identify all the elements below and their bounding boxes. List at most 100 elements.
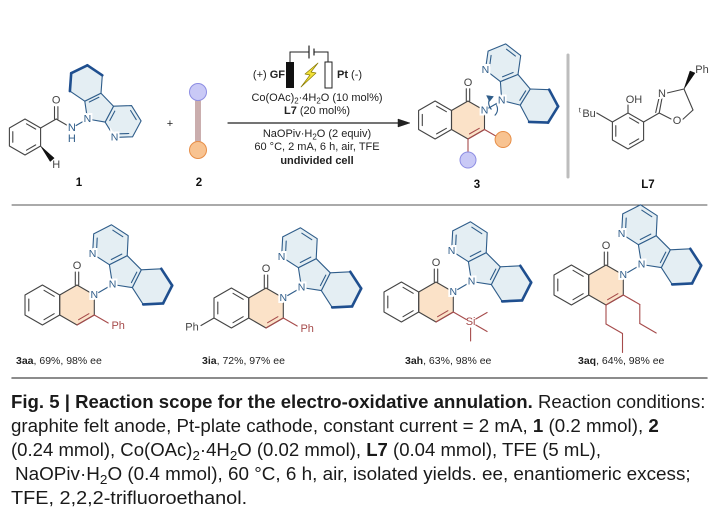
bold-bond: [141, 302, 165, 306]
nitrogen-atom: N: [111, 131, 119, 143]
nitrogen-atom: N: [468, 276, 476, 288]
caption-line: Fig. 5 | Reaction scope for the electro-…: [11, 391, 705, 413]
c3-c4-bond: [467, 128, 486, 140]
text-segment: O (0.02 mmol),: [237, 440, 367, 460]
text-segment: undivided cell: [280, 155, 354, 167]
substituent-orange-circle: [494, 131, 512, 149]
bond: [666, 88, 685, 94]
nitrogen-atom: N: [280, 292, 288, 304]
n-n-bond: [75, 120, 85, 127]
pyridone-ring: [248, 287, 284, 329]
cathode-electrode: [324, 61, 333, 89]
double-bond-line: [109, 110, 116, 122]
pyridone-ring: [418, 281, 454, 323]
bold-bond: [520, 281, 533, 302]
condition-ligand: L7 (20 mol%): [207, 105, 427, 118]
anode-label: (+) GF: [253, 69, 285, 82]
double-bond-line: [455, 234, 457, 248]
n-n-bond: [287, 288, 299, 297]
text-segment: (0.2 mmol),: [543, 416, 649, 436]
text-segment: 2: [99, 471, 108, 487]
double-bond-line: [96, 237, 98, 251]
product-id: 3aa: [16, 355, 34, 367]
condition-catalyst: Co(OAc)2·4H2O (10 mol%): [207, 92, 427, 107]
double-bond-line: [43, 313, 55, 321]
nitrogen-atom: N: [278, 251, 286, 263]
condition-parameters: 60 °C, 2 mA, 6 h, air, TFE: [207, 141, 427, 154]
bold-bond: [518, 264, 533, 284]
benzo-ring: [418, 100, 453, 140]
nitrogen-atom: N: [498, 95, 506, 107]
oxygen-atom: O: [73, 260, 82, 272]
nitrogen-atom: N: [658, 88, 666, 100]
nitrogen-atom: N: [84, 113, 92, 125]
nitrogen-atom: N: [448, 245, 456, 257]
bond: [596, 112, 613, 123]
methyl-bond: [475, 311, 488, 320]
double-bond-line: [88, 96, 100, 103]
double-bond-line: [402, 286, 414, 294]
double-bond-line: [502, 71, 514, 78]
bond: [658, 112, 674, 121]
hydrogen-atom: H: [52, 159, 60, 171]
alkyl-bond: [605, 323, 624, 335]
double-bond-line: [572, 293, 584, 301]
text-segment: Co(OAc): [251, 92, 295, 104]
nitrogen-atom: N: [298, 282, 306, 294]
bold-bond: [547, 88, 560, 108]
double-bond-line: [112, 229, 124, 238]
condition-base: NaOPiv·H2O (2 equiv): [207, 128, 427, 143]
methyl-bond: [475, 324, 488, 333]
double-bond-line: [607, 293, 619, 301]
bold-bond: [546, 105, 560, 124]
alkyl-bond: [622, 294, 641, 306]
product-label-3aa: 3aa, 69%, 98% ee: [16, 355, 102, 367]
text-segment: 2: [229, 447, 238, 463]
bold-bond: [161, 284, 174, 305]
wedge-bond: [683, 70, 696, 90]
alkyl-bond: [639, 322, 657, 334]
double-bond-line: [301, 232, 313, 241]
bold-bond: [330, 305, 354, 309]
double-bond-line: [232, 316, 244, 324]
nitrogen-atom: N: [618, 228, 626, 240]
nitrogen-atom: N: [620, 269, 628, 281]
bond: [680, 109, 694, 122]
double-bond-line: [299, 256, 312, 264]
text-segment: 2: [294, 96, 299, 106]
caption-line: TFE, 2,2,2-trifluoroethanol.: [11, 487, 247, 509]
text-segment: 2: [316, 96, 321, 106]
double-bond-line: [625, 217, 627, 231]
benzene-ring: [8, 118, 42, 156]
double-bond-line: [639, 233, 652, 241]
tert-prefix: t: [579, 106, 582, 115]
double-bond-line: [78, 313, 90, 321]
n-n-bond: [627, 265, 639, 274]
bold-bond: [348, 270, 363, 290]
double-bond-line: [519, 90, 527, 101]
substituent-bond: [200, 317, 215, 327]
oxygen-atom: O: [52, 95, 61, 107]
text-segment: 60 °C, 2 mA, 6 h, air, TFE: [254, 141, 380, 153]
text-segment: 2: [312, 132, 317, 142]
benzo-ring: [383, 281, 420, 323]
product-id: 3aq: [578, 355, 597, 367]
anode-electrode: [286, 62, 294, 88]
bold-bond: [69, 64, 89, 75]
text-segment: graphite felt anode, Pt-plate cathode, c…: [11, 416, 533, 436]
nitrogen-atom: N: [91, 289, 99, 301]
double-bond-line: [232, 292, 244, 300]
bond: [683, 88, 694, 111]
double-bond-line: [110, 253, 123, 261]
text-segment: (0.24 mmol), Co(OAc): [11, 440, 193, 460]
text-segment: NaOPiv·H: [262, 128, 313, 140]
n-n-bond: [98, 285, 110, 294]
double-bond-line: [285, 240, 287, 254]
